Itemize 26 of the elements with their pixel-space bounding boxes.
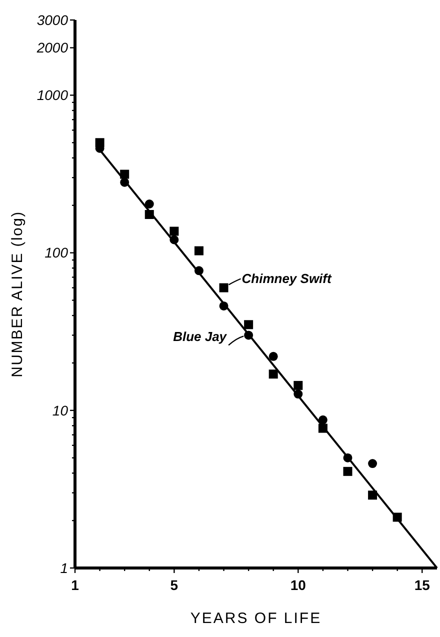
point [268, 370, 278, 379]
y-axis-title: NUMBER ALIVE (log) [9, 210, 26, 378]
point [368, 459, 378, 468]
x-tick-label: 10 [290, 577, 306, 593]
point [170, 226, 179, 236]
x-axis-title: YEARS OF LIFE [190, 610, 322, 627]
point [343, 466, 352, 476]
annotation: Blue Jay [173, 329, 228, 344]
x-tick-label: 5 [170, 577, 178, 593]
point [219, 283, 228, 292]
point [294, 380, 303, 390]
x-tick-label: 1 [71, 577, 80, 593]
annotation: Chimney Swift [242, 270, 332, 286]
point [144, 200, 154, 208]
y-tick-label: 100 [44, 244, 68, 261]
point [268, 352, 278, 361]
y-tick-label: 2000 [36, 40, 68, 56]
point [318, 415, 328, 424]
point [194, 246, 204, 256]
point [368, 490, 378, 500]
y-tick-label: 3000 [36, 12, 68, 28]
x-tick-label: 15 [414, 577, 430, 593]
point [244, 320, 254, 330]
y-tick-label: 1 [60, 560, 68, 576]
y-tick-label: 10 [52, 402, 68, 418]
y-tick-label: 1000 [36, 87, 68, 104]
